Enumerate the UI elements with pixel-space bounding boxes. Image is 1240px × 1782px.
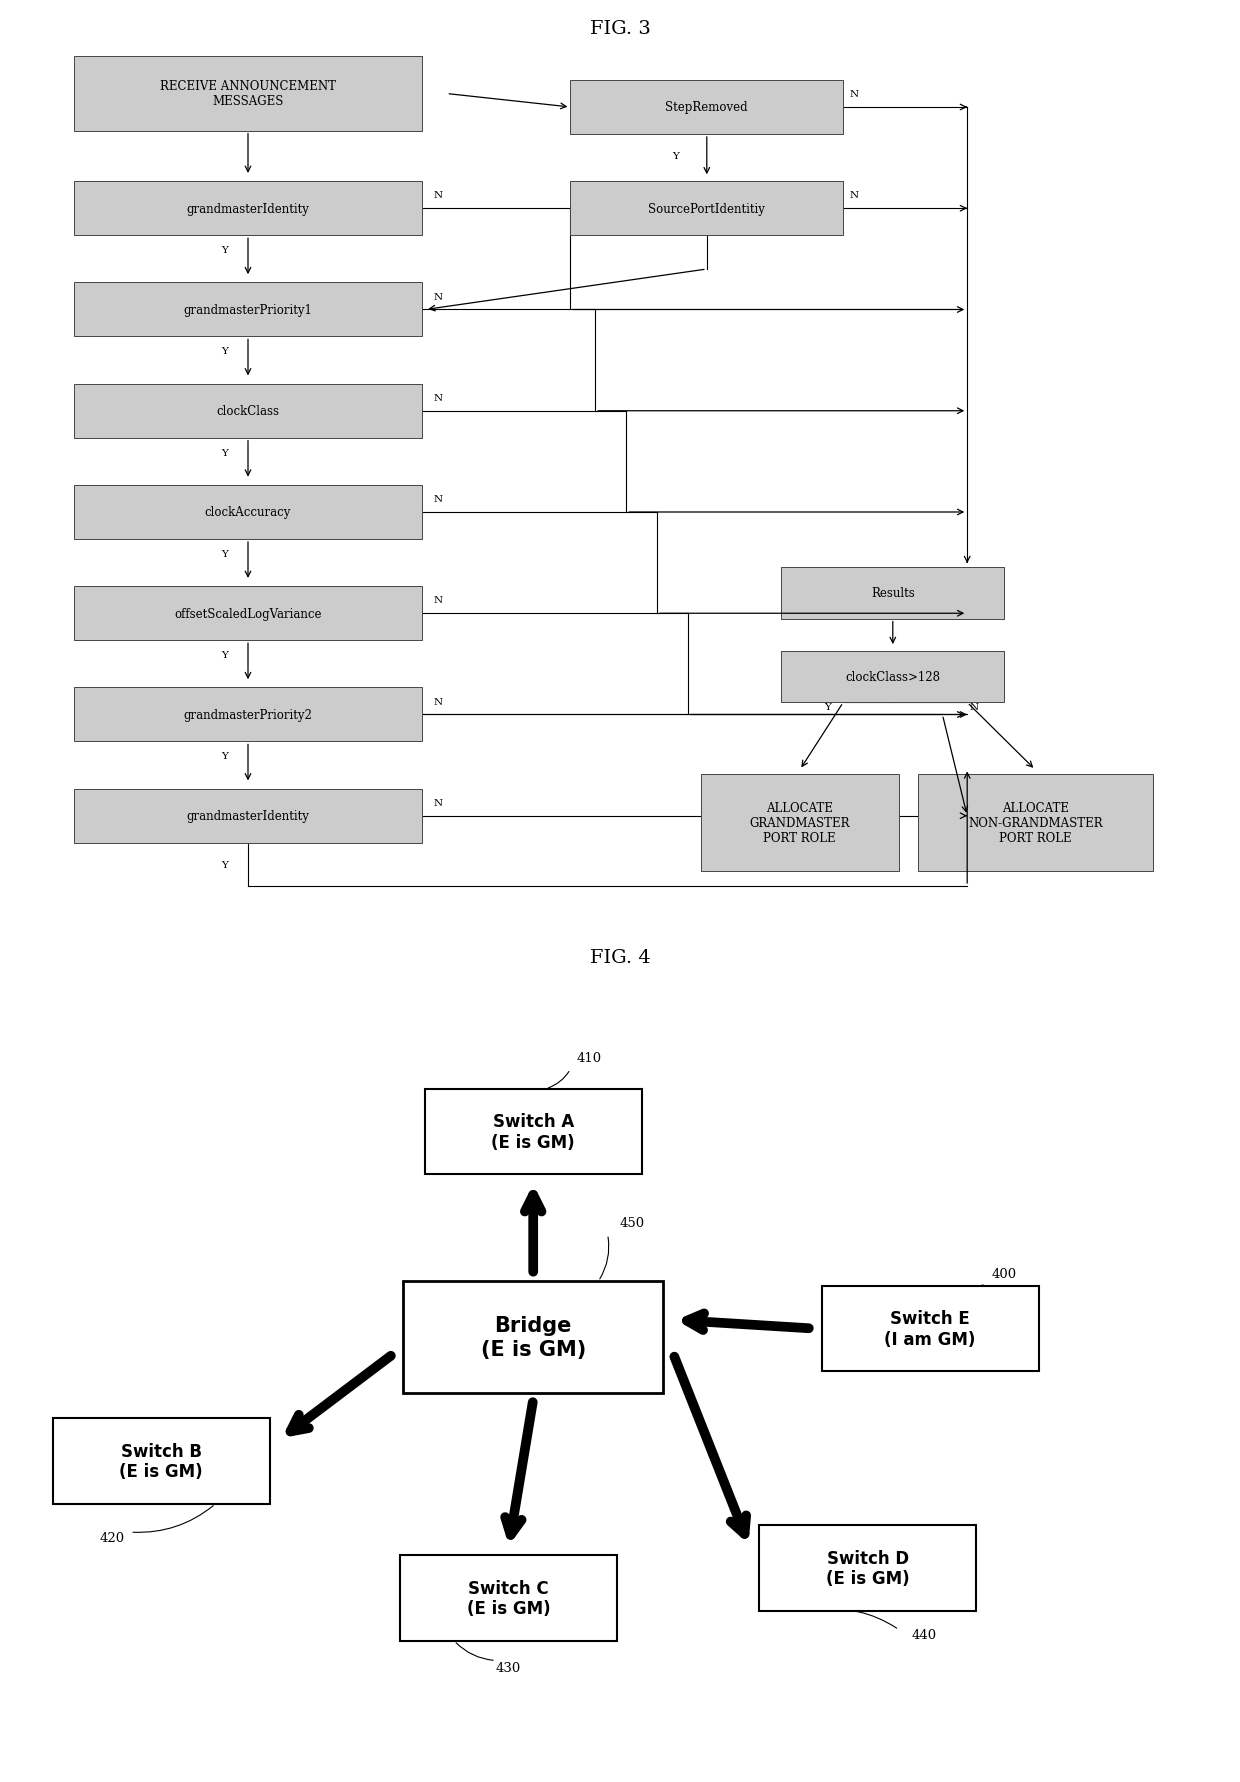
Text: N: N	[434, 495, 443, 504]
FancyBboxPatch shape	[781, 652, 1004, 702]
FancyBboxPatch shape	[403, 1281, 663, 1394]
Text: grandmasterIdentity: grandmasterIdentity	[186, 809, 310, 823]
Text: Switch D
(E is GM): Switch D (E is GM)	[826, 1549, 910, 1588]
Text: Switch B
(E is GM): Switch B (E is GM)	[119, 1442, 203, 1481]
Text: 450: 450	[620, 1215, 645, 1230]
Text: Y: Y	[221, 449, 228, 458]
Text: Y: Y	[221, 246, 228, 255]
Text: clockClass: clockClass	[217, 405, 279, 419]
Text: Y: Y	[221, 650, 228, 659]
FancyBboxPatch shape	[570, 80, 843, 135]
FancyBboxPatch shape	[74, 789, 422, 843]
Text: N: N	[434, 697, 443, 706]
FancyBboxPatch shape	[424, 1089, 642, 1174]
Text: ALLOCATE
NON-GRANDMASTER
PORT ROLE: ALLOCATE NON-GRANDMASTER PORT ROLE	[968, 802, 1102, 845]
FancyBboxPatch shape	[781, 568, 1004, 620]
FancyBboxPatch shape	[53, 1418, 270, 1504]
Text: ALLOCATE
GRANDMASTER
PORT ROLE: ALLOCATE GRANDMASTER PORT ROLE	[749, 802, 851, 845]
Text: N: N	[849, 191, 858, 200]
Text: offsetScaledLogVariance: offsetScaledLogVariance	[175, 608, 321, 620]
Text: grandmasterPriority2: grandmasterPriority2	[184, 709, 312, 722]
Text: 400: 400	[992, 1267, 1017, 1279]
Text: Y: Y	[672, 151, 680, 160]
FancyBboxPatch shape	[74, 486, 422, 540]
Text: 440: 440	[911, 1629, 936, 1641]
Text: Y: Y	[221, 347, 228, 356]
Text: grandmasterIdentity: grandmasterIdentity	[186, 203, 310, 216]
Text: N: N	[434, 394, 443, 403]
FancyBboxPatch shape	[74, 57, 422, 132]
Text: Switch A
(E is GM): Switch A (E is GM)	[491, 1112, 575, 1151]
FancyBboxPatch shape	[399, 1556, 618, 1641]
Text: N: N	[970, 702, 978, 711]
Text: Y: Y	[221, 752, 228, 761]
Text: Bridge
(E is GM): Bridge (E is GM)	[481, 1315, 585, 1360]
Text: N: N	[434, 597, 443, 606]
Text: clockAccuracy: clockAccuracy	[205, 506, 291, 519]
FancyBboxPatch shape	[74, 586, 422, 642]
Text: StepRemoved: StepRemoved	[666, 102, 748, 114]
FancyBboxPatch shape	[701, 775, 899, 871]
Text: 410: 410	[577, 1051, 601, 1064]
FancyBboxPatch shape	[918, 775, 1153, 871]
Text: clockClass>128: clockClass>128	[846, 670, 940, 684]
Text: 420: 420	[99, 1531, 124, 1543]
Text: Switch E
(I am GM): Switch E (I am GM)	[884, 1310, 976, 1347]
FancyBboxPatch shape	[74, 688, 422, 741]
FancyBboxPatch shape	[759, 1525, 976, 1611]
Text: N: N	[434, 191, 443, 200]
Text: Switch C
(E is GM): Switch C (E is GM)	[466, 1579, 551, 1618]
FancyBboxPatch shape	[821, 1287, 1039, 1372]
FancyBboxPatch shape	[570, 182, 843, 235]
Text: Results: Results	[870, 586, 915, 601]
Text: Y: Y	[221, 861, 228, 870]
Text: Y: Y	[221, 549, 228, 558]
Text: FIG. 4: FIG. 4	[590, 948, 650, 966]
Text: 430: 430	[496, 1661, 521, 1673]
FancyBboxPatch shape	[74, 283, 422, 337]
Text: N: N	[434, 292, 443, 301]
FancyBboxPatch shape	[74, 385, 422, 438]
Text: N: N	[849, 91, 858, 100]
Text: FIG. 3: FIG. 3	[589, 20, 651, 37]
Text: RECEIVE ANNOUNCEMENT
MESSAGES: RECEIVE ANNOUNCEMENT MESSAGES	[160, 80, 336, 109]
Text: Y: Y	[825, 702, 832, 711]
Text: SourcePortIdentitiy: SourcePortIdentitiy	[649, 203, 765, 216]
Text: N: N	[434, 798, 443, 807]
FancyBboxPatch shape	[74, 182, 422, 235]
Text: grandmasterPriority1: grandmasterPriority1	[184, 303, 312, 317]
